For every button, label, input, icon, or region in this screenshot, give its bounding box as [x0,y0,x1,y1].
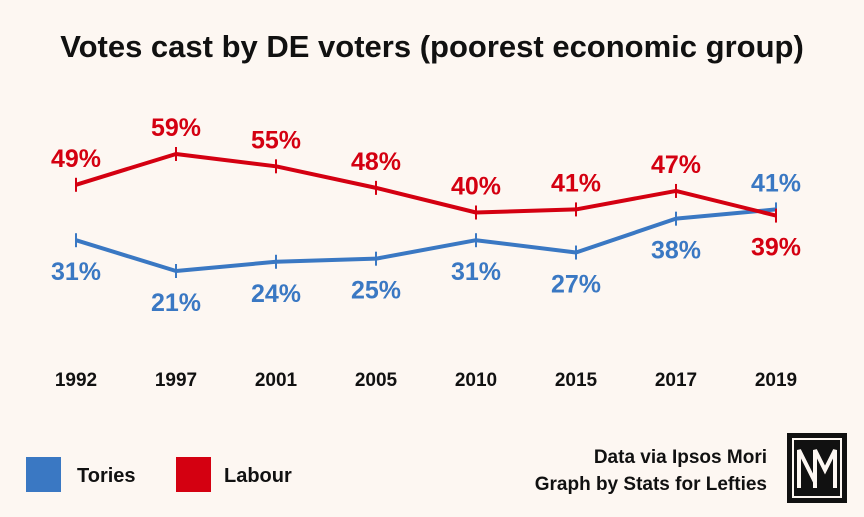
legend: Tories Labour [26,457,292,492]
x-tick-2001: 2001 [255,370,298,391]
nm-logo-icon [787,433,847,503]
data-label-labour-2001: 55% [251,126,301,154]
data-labels: 31% 21% 24% 25% 31% 27% 38% 41% 49% 59% 55% 48% 40% 4… [51,114,801,317]
data-label-tories-1997: 21% [151,289,201,317]
series-line-labour [75,152,777,218]
legend-swatch-tories [26,457,61,492]
x-tick-1997: 1997 [155,370,197,391]
x-tick-2017: 2017 [655,370,697,391]
data-label-labour-2015: 41% [551,169,601,197]
data-label-tories-2015: 27% [551,271,601,299]
data-label-tories-2005: 25% [351,277,401,305]
data-label-labour-1997: 59% [151,114,201,142]
data-label-labour-2005: 48% [351,148,401,176]
x-tick-1992: 1992 [55,370,97,391]
data-source-credit: Data via Ipsos Mori [594,447,767,468]
series-lines [75,147,777,278]
series-line-tories [75,207,777,273]
data-label-tories-2010: 31% [451,258,501,286]
data-label-tories-2017: 38% [651,237,701,265]
data-label-labour-2019: 39% [751,234,801,262]
chart-title: Votes cast by DE voters (poorest economi… [60,29,804,64]
legend-label-tories: Tories [77,465,136,487]
data-label-tories-1992: 31% [51,258,101,286]
data-label-labour-2017: 47% [651,151,701,179]
data-label-labour-2010: 40% [451,173,501,201]
data-label-labour-1992: 49% [51,145,101,173]
x-axis-ticks: 1992 1997 2001 2005 2010 2015 2017 2019 [55,370,797,391]
graph-author-credit: Graph by Stats for Lefties [535,474,767,495]
legend-swatch-labour [176,457,211,492]
data-label-tories-2001: 24% [251,280,301,308]
legend-label-labour: Labour [224,465,292,487]
data-label-tories-2019: 41% [751,169,801,197]
x-tick-2015: 2015 [555,370,598,391]
x-tick-2005: 2005 [355,370,398,391]
x-tick-2019: 2019 [755,370,797,391]
x-tick-2010: 2010 [455,370,497,391]
